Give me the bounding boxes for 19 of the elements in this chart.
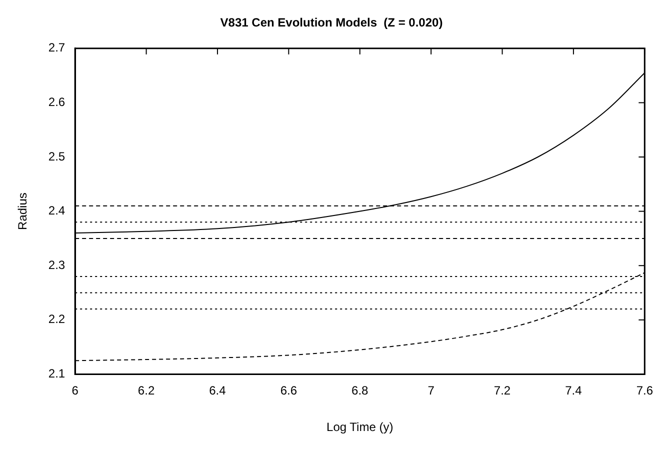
x-tick-label: 6.8 [352, 384, 369, 398]
y-axis-title: Radius [16, 192, 30, 230]
x-tick-label: 6.6 [280, 384, 298, 398]
x-tick-label: 6.4 [209, 384, 226, 398]
x-tick-label: 7.2 [494, 384, 511, 398]
x-tick-label: 7 [428, 384, 435, 398]
x-axis-title: Log Time (y) [326, 420, 394, 434]
y-tick-label: 2.7 [48, 40, 66, 55]
y-tick-label: 2.1 [48, 366, 66, 381]
x-tick-label: 7.6 [636, 384, 654, 398]
y-tick-label: 2.5 [48, 149, 66, 164]
y-tick-label: 2.2 [48, 312, 66, 326]
y-tick-label: 2.4 [48, 204, 66, 218]
y-tick-label: 2.6 [48, 95, 66, 110]
x-tick-label: 7.4 [565, 384, 582, 398]
chart-title: V831 Cen Evolution Models (Z = 0.020) [220, 16, 443, 30]
x-tick-label: 6 [72, 384, 79, 398]
x-tick-label: 6.2 [138, 384, 155, 398]
y-tick-label: 2.3 [48, 258, 66, 272]
